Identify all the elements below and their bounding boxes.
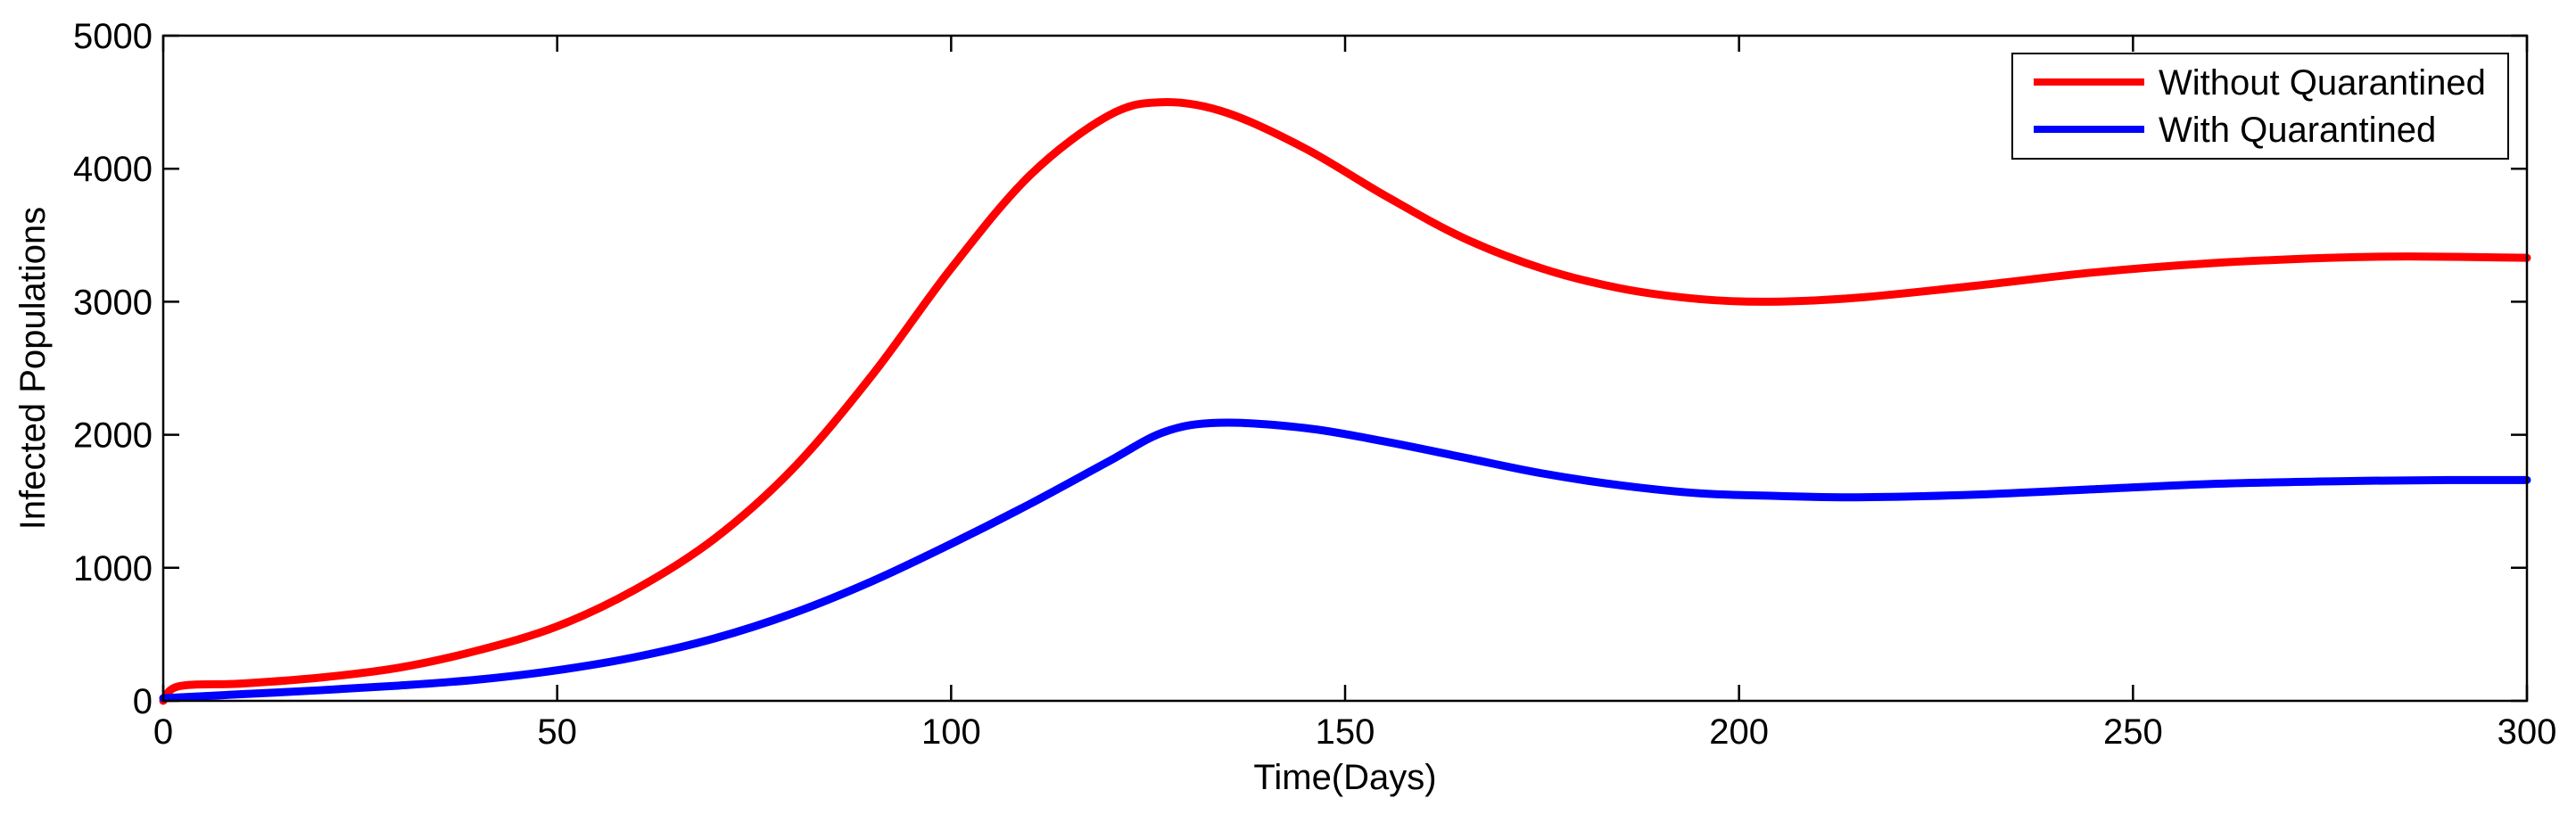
y-tick-label: 5000 <box>73 17 153 56</box>
series-layer <box>159 98 2531 705</box>
y-axis-label: Infected Populations <box>13 207 53 530</box>
series-line-without-quarantined <box>159 98 2531 705</box>
x-tick-label: 250 <box>2103 712 2163 752</box>
x-tick-label: 100 <box>921 712 981 752</box>
x-tick-label: 50 <box>537 712 577 752</box>
y-tick-label: 0 <box>133 682 153 721</box>
legend-label-with-quarantined: With Quarantined <box>2159 111 2436 150</box>
y-tick-label: 1000 <box>73 549 153 588</box>
x-tick-label: 150 <box>1316 712 1375 752</box>
legend: Without Quarantined With Quarantined <box>2011 53 2509 160</box>
ticks-layer <box>161 34 2529 703</box>
y-tick-label: 3000 <box>73 283 153 322</box>
legend-label-without-quarantined: Without Quarantined <box>2159 63 2486 103</box>
x-tick-label: 300 <box>2498 712 2557 752</box>
series-line-with-quarantined <box>159 418 2531 703</box>
y-tick-label: 2000 <box>73 416 153 456</box>
x-tick-label: 200 <box>1709 712 1769 752</box>
x-tick-label: 0 <box>153 712 173 752</box>
legend-box <box>2011 53 2509 160</box>
x-axis-label: Time(Days) <box>1253 758 1436 797</box>
y-tick-label: 4000 <box>73 150 153 189</box>
